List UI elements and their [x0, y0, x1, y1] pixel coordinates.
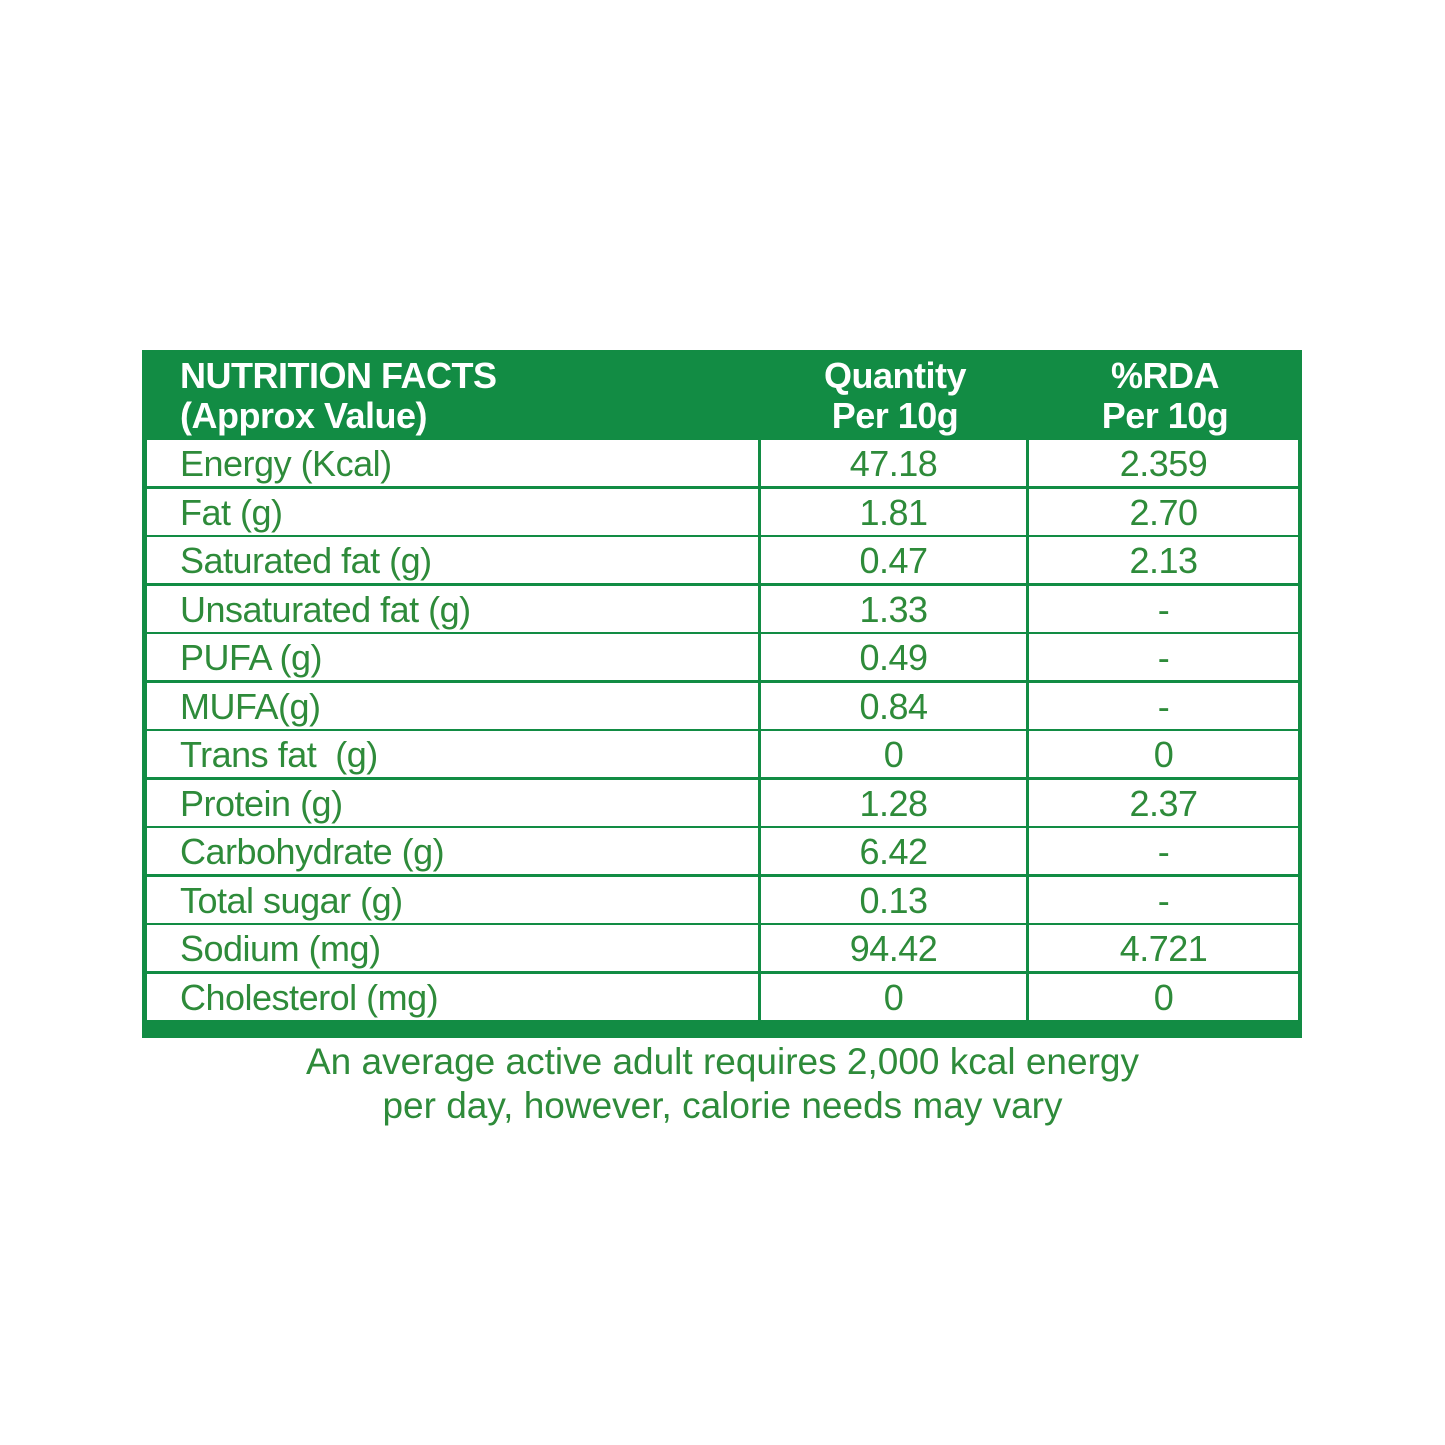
nutrient-cell: PUFA (g) — [147, 634, 758, 680]
nutrient-cell: Saturated fat (g) — [147, 537, 758, 583]
quantity-cell: 0 — [761, 731, 1026, 777]
nutrient-cell: Trans fat (g) — [147, 731, 758, 777]
rda-cell: 2.37 — [1029, 779, 1298, 826]
table-row: Sodium (mg) 94.42 4.721 — [147, 925, 1298, 974]
table-row: PUFA (g) 0.49- — [147, 634, 1298, 683]
quantity-cell: 6.42 — [761, 828, 1026, 874]
rda-cell: 4.721 — [1029, 925, 1298, 971]
table-row: Unsaturated fat (g) 1.33- — [147, 585, 1298, 635]
table-header: NUTRITION FACTS (Approx Value) Quantity … — [142, 350, 1302, 440]
rda-cell: 0 — [1029, 973, 1298, 1020]
table-row: Fat (g) 1.81 2.70 — [147, 488, 1298, 538]
table-row: MUFA(g) 0.84- — [147, 682, 1298, 732]
nutrient-cell: Total sugar (g) — [147, 876, 758, 923]
quantity-cell: 1.28 — [761, 779, 1026, 826]
rda-cell: - — [1029, 876, 1298, 923]
quantity-cell: 0 — [761, 973, 1026, 1020]
header-text: (Approx Value) — [180, 395, 428, 436]
rda-cell: 2.70 — [1029, 488, 1298, 535]
nutrient-cell: MUFA(g) — [147, 682, 758, 729]
footnote-line: An average active adult requires 2,000 k… — [305, 1041, 1139, 1082]
table-body: Energy (Kcal) 47.18 2.359 Fat (g) 1.81 2.70 Sa… — [147, 440, 1298, 1022]
table-row: Cholesterol (mg) 0 0 — [147, 973, 1298, 1023]
nutrient-cell: Cholesterol (mg) — [147, 973, 758, 1020]
header-text: Per 10g — [831, 395, 959, 436]
nutrient-cell: Fat (g) — [147, 488, 758, 535]
table-row: Protein (g) 1.28 2.37 — [147, 779, 1298, 829]
quantity-cell: 0.13 — [761, 876, 1026, 923]
table-row: Trans fat (g) 0 0 — [147, 731, 1298, 780]
table-row: Total sugar (g) 0.13- — [147, 876, 1298, 926]
quantity-cell: 1.33 — [761, 585, 1026, 632]
quantity-cell: 0.84 — [761, 682, 1026, 729]
table-row: Saturated fat (g) 0.47 2.13 — [147, 537, 1298, 586]
nutrient-cell: Sodium (mg) — [147, 925, 758, 971]
rda-cell: - — [1029, 828, 1298, 874]
quantity-cell: 0.47 — [761, 537, 1026, 583]
rda-cell: - — [1029, 634, 1298, 680]
nutrient-cell: Carbohydrate (g) — [147, 828, 758, 874]
nutrient-cell: Energy (Kcal) — [147, 440, 758, 486]
nutrient-cell: Protein (g) — [147, 779, 758, 826]
nutrient-cell: Unsaturated fat (g) — [147, 585, 758, 632]
rda-cell: 2.13 — [1029, 537, 1298, 583]
header-rda: %RDA Per 10g — [1030, 356, 1300, 436]
rda-cell: 0 — [1029, 731, 1298, 777]
table-row: Energy (Kcal) 47.18 2.359 — [147, 440, 1298, 489]
header-quantity: Quantity Per 10g — [760, 356, 1030, 436]
nutrition-table: NUTRITION FACTS (Approx Value) Quantity … — [142, 350, 1302, 1038]
rda-cell: 2.359 — [1029, 440, 1298, 486]
quantity-cell: 94.42 — [761, 925, 1026, 971]
rda-cell: - — [1029, 585, 1298, 632]
quantity-cell: 0.49 — [761, 634, 1026, 680]
header-text: Per 10g — [1101, 395, 1229, 436]
header-text: NUTRITION FACTS — [180, 355, 497, 396]
quantity-cell: 1.81 — [761, 488, 1026, 535]
rda-cell: - — [1029, 682, 1298, 729]
footnote: An average active adult requires 2,000 k… — [0, 1040, 1445, 1128]
quantity-cell: 47.18 — [761, 440, 1026, 486]
header-text: Quantity — [823, 355, 967, 396]
footnote-line: per day, however, calorie needs may vary — [382, 1085, 1063, 1126]
header-nutrient: NUTRITION FACTS (Approx Value) — [180, 355, 497, 436]
header-text: %RDA — [1110, 355, 1220, 396]
table-row: Carbohydrate (g) 6.42- — [147, 828, 1298, 877]
